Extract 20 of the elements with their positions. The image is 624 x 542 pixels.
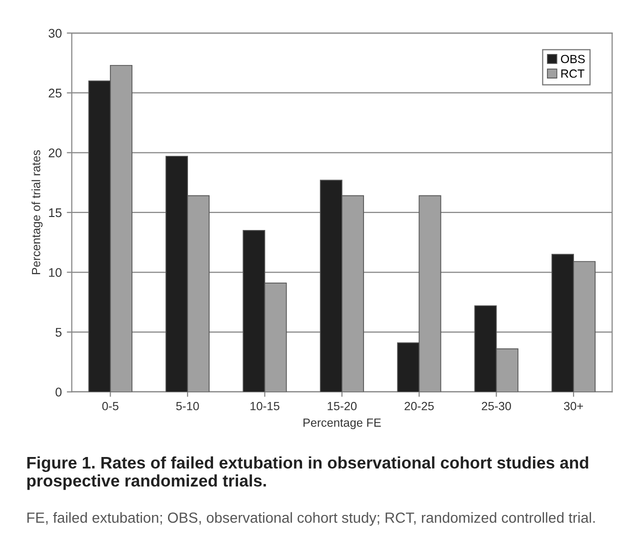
x-tick-label: 10-15 (250, 402, 280, 410)
text: Figure 1. Rates of failed extubation in observational cohort studies and prospective randomized trials. (27, 456, 588, 490)
y-tick-label: 0 (56, 388, 62, 397)
y-tick-label: 30 (48, 28, 62, 38)
text: FE, failed extubation; OBS, observational cohort study; RCT, randomized controlled trial. (27, 512, 595, 526)
x-tick-label: 0-5 (102, 402, 118, 410)
x-axis-title: Percentage FE (304, 418, 381, 430)
x-tick-label: 15-20 (328, 402, 357, 410)
y-axis-title: Percentage of trial rates (32, 150, 43, 274)
x-tick-label: 5-10 (176, 402, 199, 410)
x-tick-label: 25-30 (482, 402, 511, 410)
y-tick-label: 25 (48, 88, 62, 98)
y-tick-label: 15 (49, 208, 62, 218)
y-tick-label: 10 (49, 268, 62, 277)
y-tick-label: 5 (56, 328, 62, 337)
legend-label: RCT (561, 69, 584, 78)
y-tick-label: 20 (48, 148, 62, 158)
x-tick-label: 20-25 (404, 402, 434, 410)
x-tick-label: 30+ (564, 402, 583, 410)
legend-label: OBS (560, 54, 585, 64)
